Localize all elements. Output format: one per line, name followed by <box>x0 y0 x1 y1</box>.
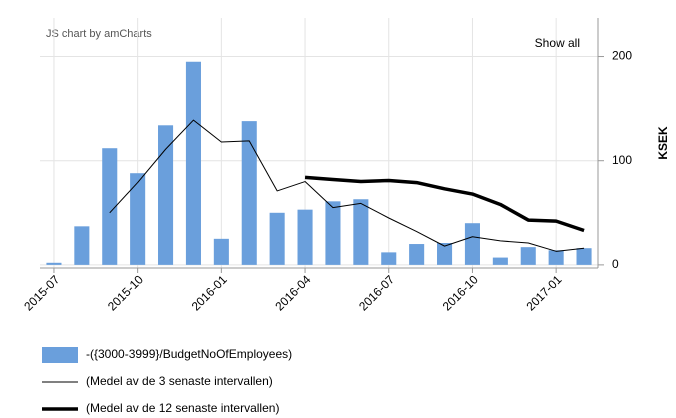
bar <box>130 173 146 265</box>
x-tick-label: 2016-07 <box>356 272 397 313</box>
bar <box>158 125 174 265</box>
x-tick-label: 2016-10 <box>440 272 481 313</box>
y-tick-label: 200 <box>612 49 632 63</box>
line <box>109 119 585 252</box>
zoom-button[interactable]: Show all <box>535 36 580 50</box>
line <box>304 175 585 233</box>
bar <box>46 262 62 265</box>
bar <box>381 252 397 265</box>
bar <box>297 209 313 265</box>
x-tick-label: 2015-07 <box>21 272 62 313</box>
bar <box>464 223 480 265</box>
y-tick-label: 100 <box>612 153 632 167</box>
legend-label: (Medel av de 12 senaste intervallen) <box>86 401 279 415</box>
bar <box>185 61 201 265</box>
bar <box>409 244 425 265</box>
bar <box>102 148 118 265</box>
x-tick-label: 2017-01 <box>523 272 564 313</box>
y-tick-label: 0 <box>612 257 619 271</box>
bar <box>241 121 257 265</box>
bar <box>437 243 453 265</box>
bar <box>74 226 90 265</box>
bar <box>269 212 285 265</box>
y-axis-label: KSEK <box>656 126 670 160</box>
x-tick-label: 2016-04 <box>272 272 313 313</box>
bar <box>492 257 508 265</box>
bar <box>520 247 536 265</box>
bar <box>213 238 229 265</box>
x-tick-label: 2016-01 <box>189 272 230 313</box>
legend-swatch <box>42 347 78 363</box>
legend-label: -({3000-3999}/BudgetNoOfEmployees) <box>86 347 292 361</box>
credit: JS chart by amCharts <box>46 28 152 40</box>
legend-label: (Medel av de 3 senaste intervallen) <box>86 374 273 388</box>
bar <box>353 199 369 265</box>
x-tick-label: 2015-10 <box>105 272 146 313</box>
bar <box>576 248 592 265</box>
bar <box>325 201 341 265</box>
bar <box>548 250 564 265</box>
